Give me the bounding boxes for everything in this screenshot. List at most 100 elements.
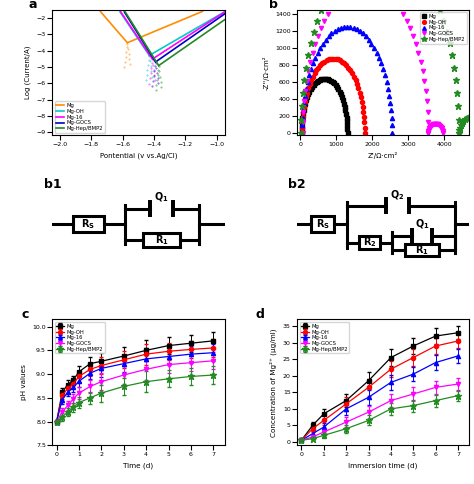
- Mg-16: [347, 24, 353, 30]
- Mg: [330, 79, 336, 85]
- Mg-Hep/BMP2: [298, 130, 304, 136]
- Text: $\mathbf{R_2}$: $\mathbf{R_2}$: [363, 236, 376, 249]
- Mg-16: [312, 55, 318, 60]
- Mg: [344, 115, 349, 121]
- Mg-OH: [307, 81, 312, 87]
- Mg: [334, 84, 340, 90]
- Line: Mg: Mg: [300, 76, 350, 135]
- Legend: Mg, Mg-OH, Mg-16, Mg-GOCS, Mg-Hep/BMP2: Mg, Mg-OH, Mg-16, Mg-GOCS, Mg-Hep/BMP2: [55, 322, 105, 353]
- Mg: [314, 79, 319, 85]
- Mg: [300, 111, 306, 117]
- Line: Mg-GOCS: Mg-GOCS: [301, 0, 445, 135]
- Bar: [73, 216, 104, 232]
- Mg: [325, 76, 331, 82]
- Mg-16: [332, 28, 337, 34]
- Mg: [302, 101, 308, 106]
- Line: Mg-OH: Mg-OH: [300, 57, 367, 135]
- Mg-GOCS: [435, 121, 440, 127]
- Mg: [339, 94, 345, 100]
- Mg-16: [318, 45, 323, 51]
- X-axis label: Pontential (v vs.Ag/Cl): Pontential (v vs.Ag/Cl): [100, 152, 177, 159]
- Mg-OH: [351, 74, 357, 80]
- Mg-16: [386, 93, 392, 99]
- Mg: [315, 78, 321, 84]
- Mg-OH: [335, 57, 341, 62]
- Mg: [307, 89, 312, 95]
- Mg-16: [378, 60, 384, 66]
- Mg: [299, 130, 304, 136]
- Mg-OH: [341, 60, 347, 66]
- Mg-GOCS: [439, 127, 445, 133]
- Mg-16: [371, 45, 377, 51]
- Mg: [303, 97, 309, 103]
- Mg-16: [320, 41, 326, 46]
- X-axis label: Z'/Ω·cm²: Z'/Ω·cm²: [368, 152, 398, 159]
- Mg-16: [384, 79, 390, 85]
- Mg-16: [366, 37, 372, 43]
- Mg: [333, 82, 338, 88]
- Mg-OH: [312, 71, 318, 76]
- Mg-16: [300, 122, 305, 128]
- Mg: [299, 122, 305, 128]
- Y-axis label: Log (Current/A): Log (Current/A): [25, 46, 31, 99]
- Mg-OH: [347, 67, 353, 73]
- Mg-OH: [324, 57, 329, 63]
- Mg-16: [357, 28, 363, 34]
- Mg-OH: [362, 125, 367, 131]
- Text: b2: b2: [288, 178, 306, 191]
- Mg-OH: [300, 114, 305, 120]
- Mg: [343, 111, 349, 117]
- Mg-16: [305, 79, 310, 85]
- Mg-16: [389, 122, 395, 128]
- Mg-OH: [357, 90, 363, 96]
- Mg: [345, 130, 350, 136]
- Mg: [340, 97, 346, 103]
- Legend: Mg, Mg-OH, Mg-16, Mg-GOCS, Mg-Hep/BMP2: Mg, Mg-OH, Mg-16, Mg-GOCS, Mg-Hep/BMP2: [300, 322, 349, 353]
- Mg-OH: [333, 56, 338, 61]
- Mg-OH: [315, 65, 321, 71]
- Mg-16: [387, 100, 393, 106]
- Mg-OH: [299, 130, 305, 136]
- Mg: [301, 107, 307, 113]
- Mg-16: [315, 50, 320, 56]
- Y-axis label: pH values: pH values: [21, 364, 27, 400]
- Mg-16: [380, 66, 386, 72]
- Mg-16: [360, 30, 366, 36]
- Mg-GOCS: [440, 130, 446, 136]
- Text: d: d: [255, 308, 264, 321]
- Mg: [308, 87, 314, 92]
- Mg-OH: [322, 59, 328, 64]
- Mg-OH: [346, 65, 351, 71]
- Mg-OH: [319, 60, 325, 66]
- Mg: [342, 104, 347, 110]
- Mg-16: [389, 115, 394, 121]
- Legend: Mg, Mg-OH, Mg-16, Mg-GOCS, Mg-Hep/BMP2: Mg, Mg-OH, Mg-16, Mg-GOCS, Mg-Hep/BMP2: [420, 12, 466, 44]
- Mg-OH: [318, 62, 323, 68]
- Text: b: b: [269, 0, 278, 12]
- Mg-OH: [299, 125, 305, 131]
- Mg-OH: [362, 130, 368, 136]
- Text: $\mathbf{R_1}$: $\mathbf{R_1}$: [415, 243, 429, 257]
- Mg-16: [301, 107, 306, 113]
- Mg-OH: [310, 74, 316, 80]
- Mg-16: [302, 93, 308, 99]
- Text: $\mathbf{R_1}$: $\mathbf{R_1}$: [155, 233, 168, 247]
- Text: b1: b1: [44, 178, 61, 191]
- Mg: [344, 119, 350, 124]
- Mg-OH: [361, 114, 367, 120]
- Mg-16: [338, 25, 344, 30]
- Mg-16: [309, 66, 314, 72]
- Mg: [345, 122, 350, 128]
- Text: $\mathbf{R_S}$: $\mathbf{R_S}$: [316, 217, 330, 231]
- Mg-GOCS: [300, 130, 305, 136]
- Mg: [309, 84, 315, 90]
- Mg-16: [369, 41, 374, 46]
- Mg-16: [335, 26, 340, 32]
- X-axis label: Time (d): Time (d): [123, 462, 154, 469]
- Mg-16: [363, 33, 369, 39]
- Mg-OH: [358, 94, 364, 100]
- Bar: [405, 244, 439, 256]
- Mg: [337, 89, 342, 95]
- Bar: [144, 233, 180, 247]
- Mg-16: [344, 24, 350, 30]
